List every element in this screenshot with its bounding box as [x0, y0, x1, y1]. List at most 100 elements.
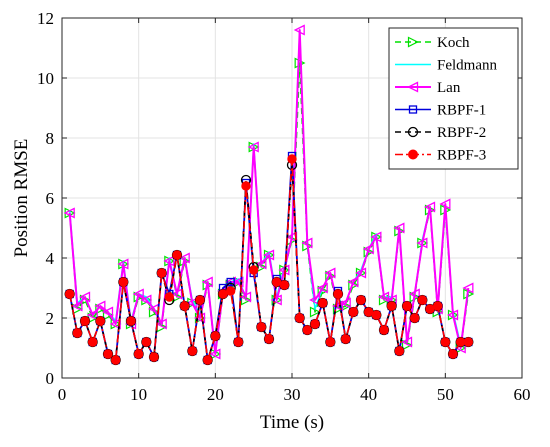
- y-tick-label: 6: [46, 189, 55, 208]
- data-point: [94, 300, 106, 312]
- x-tick-label: 50: [437, 385, 454, 404]
- data-point: [264, 334, 274, 344]
- data-point: [195, 295, 205, 305]
- legend-item: Koch: [395, 35, 470, 51]
- data-point: [109, 318, 121, 330]
- data-point: [407, 36, 419, 48]
- data-point: [210, 331, 221, 341]
- data-point: [179, 301, 190, 311]
- legend-label: Koch: [437, 35, 470, 51]
- y-axis-title: Position RMSE: [11, 139, 32, 258]
- data-point: [255, 258, 267, 270]
- data-point: [316, 282, 328, 294]
- legend: Koch Feldmann Lan RBPF-1 RBPF-2 RBPF-3: [388, 27, 519, 170]
- data-point: [201, 276, 213, 288]
- data-point: [294, 57, 306, 69]
- data-point: [362, 243, 374, 255]
- data-point: [386, 301, 397, 311]
- data-point: [110, 355, 121, 365]
- data-point: [240, 291, 252, 303]
- data-point: [117, 258, 129, 270]
- data-point: [103, 349, 113, 359]
- data-point: [317, 298, 328, 308]
- data-point: [294, 313, 305, 323]
- data-point: [95, 316, 106, 326]
- series-group: [63, 24, 475, 366]
- data-point: [155, 318, 167, 330]
- y-tick-label: 8: [46, 129, 55, 148]
- data-point: [256, 322, 267, 332]
- data-point: [432, 301, 443, 311]
- data-point: [140, 294, 152, 306]
- data-point: [178, 252, 190, 264]
- data-point: [347, 276, 359, 288]
- x-tick-label: 0: [58, 385, 67, 404]
- legend-item: RBPF-3: [395, 148, 486, 164]
- data-point: [448, 349, 458, 359]
- data-point: [248, 265, 259, 275]
- x-tick-label: 10: [130, 385, 147, 404]
- data-point: [133, 349, 144, 359]
- data-point: [79, 291, 91, 303]
- data-point: [325, 337, 336, 347]
- series-lan: [63, 24, 474, 360]
- data-point: [279, 280, 290, 290]
- data-point: [447, 309, 459, 321]
- legend-item: Feldmann: [395, 58, 497, 74]
- data-point: [356, 295, 366, 305]
- data-point: [424, 201, 436, 213]
- data-point: [339, 297, 351, 309]
- legend-label: RBPF-3: [437, 148, 486, 164]
- data-point: [402, 301, 412, 311]
- legend-label: RBPF-2: [437, 125, 486, 141]
- data-point: [333, 289, 343, 299]
- y-tick-label: 0: [46, 369, 55, 388]
- data-point: [187, 346, 198, 356]
- data-point: [172, 250, 182, 260]
- data-point: [149, 352, 159, 362]
- data-point: [64, 289, 75, 299]
- data-point: [63, 207, 75, 219]
- data-point: [232, 276, 244, 288]
- data-point: [416, 237, 428, 249]
- data-point: [355, 267, 367, 279]
- data-point: [293, 24, 305, 36]
- data-point: [363, 307, 374, 317]
- data-point: [409, 313, 420, 323]
- data-point: [118, 277, 129, 287]
- legend-label: Lan: [437, 80, 461, 96]
- data-point: [209, 348, 221, 360]
- legend-box: [388, 27, 519, 170]
- series-line: [68, 29, 470, 355]
- data-point: [225, 286, 236, 296]
- data-point: [407, 81, 419, 93]
- data-point: [80, 316, 90, 326]
- legend-label: Feldmann: [437, 58, 497, 74]
- series-rbpf-3: [64, 154, 474, 365]
- data-point: [171, 288, 183, 300]
- data-point: [425, 304, 435, 314]
- data-point: [163, 255, 175, 267]
- data-point: [348, 307, 359, 317]
- data-point: [218, 289, 228, 299]
- data-point: [309, 306, 321, 318]
- data-point: [378, 291, 390, 303]
- data-point: [408, 288, 420, 300]
- data-point: [401, 336, 413, 348]
- data-point: [271, 277, 282, 287]
- data-point: [439, 198, 451, 210]
- data-point: [394, 346, 405, 356]
- data-point: [340, 334, 351, 344]
- data-point: [440, 337, 451, 347]
- legend-item: RBPF-2: [395, 125, 486, 141]
- data-point: [72, 328, 83, 338]
- data-point: [463, 337, 474, 347]
- data-point: [141, 337, 152, 347]
- legend-item: Lan: [395, 80, 461, 96]
- x-tick-label: 60: [514, 385, 531, 404]
- data-point: [408, 105, 418, 114]
- data-point: [455, 337, 466, 347]
- data-point: [301, 237, 313, 249]
